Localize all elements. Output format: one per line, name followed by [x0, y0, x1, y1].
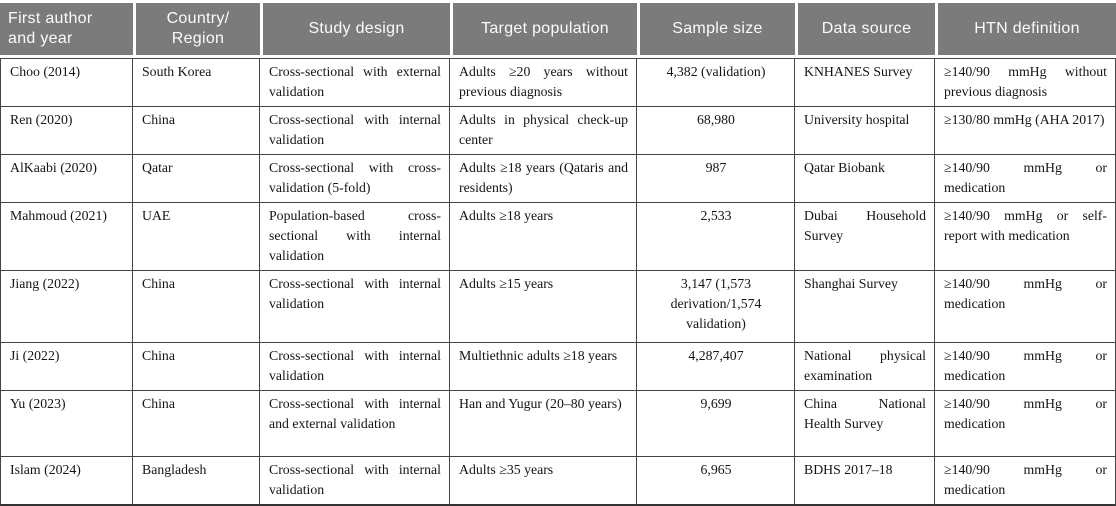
cell-target-population: Adults ≥15 years [450, 271, 637, 343]
cell-country-region: China [133, 271, 260, 343]
cell-target-population: Adults ≥35 years [450, 457, 637, 506]
cell-htn-definition: ≥130/80 mmHg (AHA 2017) [935, 107, 1116, 155]
cell-sample-size: 6,965 [637, 457, 795, 506]
cell-target-population: Adults ≥18 years (Qataris and residents) [450, 155, 637, 203]
cell-study-design: Cross-sectional with internal validation [260, 271, 450, 343]
cell-target-population: Adults in physical check-up center [450, 107, 637, 155]
cell-first-author-and-year: Mahmoud (2021) [0, 203, 133, 271]
cell-htn-definition: ≥140/90 mmHg or medication [935, 391, 1116, 457]
cell-country-region: Bangladesh [133, 457, 260, 506]
cell-sample-size: 4,287,407 [637, 343, 795, 391]
cell-study-design: Cross-sectional with internal validation [260, 343, 450, 391]
cell-sample-size: 987 [637, 155, 795, 203]
table-row: Ren (2020) China Cross-sectional with in… [0, 107, 1116, 155]
table-row: Islam (2024) Bangladesh Cross-sectional … [0, 457, 1116, 506]
cell-study-design: Cross-sectional with internal validation [260, 107, 450, 155]
header-htn-definition: HTN definition [935, 0, 1116, 58]
header-first-author-and-year: First author and year [0, 0, 133, 58]
cell-first-author-and-year: Ji (2022) [0, 343, 133, 391]
cell-sample-size: 2,533 [637, 203, 795, 271]
cell-htn-definition: ≥140/90 mmHg or medication [935, 457, 1116, 506]
table-row: Ji (2022) China Cross-sectional with int… [0, 343, 1116, 391]
cell-study-design: Population-based cross-sectional with in… [260, 203, 450, 271]
cell-data-source: Dubai Household Survey [795, 203, 935, 271]
header-sample-size: Sample size [637, 0, 795, 58]
cell-data-source: BDHS 2017–18 [795, 457, 935, 506]
cell-htn-definition: ≥140/90 mmHg without previous diagnosis [935, 58, 1116, 107]
cell-first-author-and-year: Jiang (2022) [0, 271, 133, 343]
cell-sample-size: 9,699 [637, 391, 795, 457]
table-body: Choo (2014) South Korea Cross-sectional … [0, 58, 1116, 506]
cell-sample-size: 4,382 (validation) [637, 58, 795, 107]
cell-country-region: Qatar [133, 155, 260, 203]
header-study-design: Study design [260, 0, 450, 58]
header-data-source: Data source [795, 0, 935, 58]
cell-country-region: China [133, 391, 260, 457]
cell-data-source: China National Health Survey [795, 391, 935, 457]
cell-country-region: UAE [133, 203, 260, 271]
cell-htn-definition: ≥140/90 mmHg or medication [935, 155, 1116, 203]
cell-target-population: Han and Yugur (20–80 years) [450, 391, 637, 457]
cell-first-author-and-year: Ren (2020) [0, 107, 133, 155]
cell-country-region: China [133, 107, 260, 155]
cell-target-population: Adults ≥18 years [450, 203, 637, 271]
cell-sample-size: 3,147 (1,573 derivation/1,574 validation… [637, 271, 795, 343]
cell-data-source: University hospital [795, 107, 935, 155]
header-country-region: Country/ Region [133, 0, 260, 58]
cell-first-author-and-year: Islam (2024) [0, 457, 133, 506]
cell-first-author-and-year: Yu (2023) [0, 391, 133, 457]
cell-study-design: Cross-sectional with cross-validation (5… [260, 155, 450, 203]
cell-htn-definition: ≥140/90 mmHg or medication [935, 343, 1116, 391]
table-row: Choo (2014) South Korea Cross-sectional … [0, 58, 1116, 107]
header-row: First author and year Country/ Region St… [0, 0, 1116, 58]
cell-data-source: KNHANES Survey [795, 58, 935, 107]
cell-data-source: Qatar Biobank [795, 155, 935, 203]
table-row: Mahmoud (2021) UAE Population-based cros… [0, 203, 1116, 271]
cell-study-design: Cross-sectional with external validation [260, 58, 450, 107]
cell-htn-definition: ≥140/90 mmHg or self-report with medicat… [935, 203, 1116, 271]
cell-data-source: National physical examination [795, 343, 935, 391]
table-row: Yu (2023) China Cross-sectional with int… [0, 391, 1116, 457]
cell-target-population: Adults ≥20 years without previous diagno… [450, 58, 637, 107]
header-target-population: Target population [450, 0, 637, 58]
table-row: Jiang (2022) China Cross-sectional with … [0, 271, 1116, 343]
cell-data-source: Shanghai Survey [795, 271, 935, 343]
cell-country-region: South Korea [133, 58, 260, 107]
cell-study-design: Cross-sectional with internal validation [260, 457, 450, 506]
cell-htn-definition: ≥140/90 mmHg or medication [935, 271, 1116, 343]
cell-first-author-and-year: AlKaabi (2020) [0, 155, 133, 203]
cell-study-design: Cross-sectional with internal and extern… [260, 391, 450, 457]
cell-country-region: China [133, 343, 260, 391]
cell-target-population: Multiethnic adults ≥18 years [450, 343, 637, 391]
cell-first-author-and-year: Choo (2014) [0, 58, 133, 107]
table-row: AlKaabi (2020) Qatar Cross-sectional wit… [0, 155, 1116, 203]
cell-sample-size: 68,980 [637, 107, 795, 155]
